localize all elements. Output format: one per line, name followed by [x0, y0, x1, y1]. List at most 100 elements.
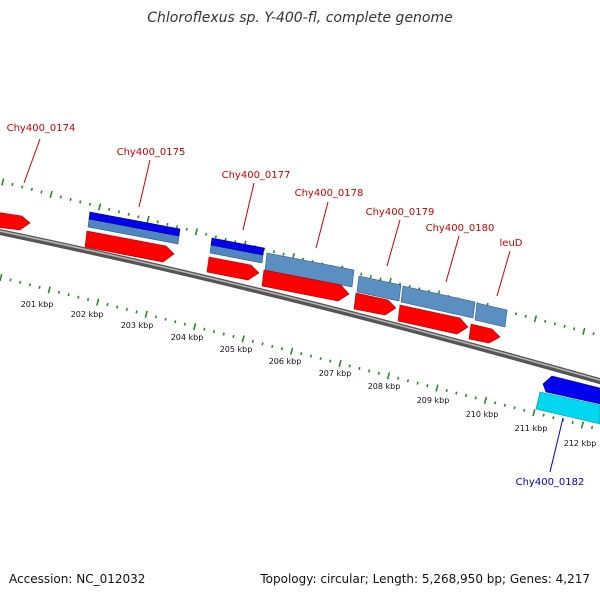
minor-tick — [212, 329, 216, 334]
minor-tick — [222, 332, 225, 336]
minor-tick — [116, 305, 119, 309]
gene-feature — [264, 252, 355, 288]
minor-tick — [40, 190, 43, 194]
kbp-label: 201 kbp — [21, 300, 54, 309]
gene-label-chy400-0182: Chy400_0182 — [516, 477, 585, 488]
minor-tick — [348, 364, 351, 368]
genome-backbone — [0, 229, 600, 385]
minor-tick — [135, 310, 138, 314]
cds-arrow — [206, 256, 260, 281]
kbp-label: 208 kbp — [368, 382, 401, 391]
map-title: Chloroflexus sp. Y-400-fl, complete geno… — [147, 10, 453, 26]
minor-tick — [513, 406, 516, 410]
minor-tick — [590, 425, 594, 430]
major-tick — [532, 409, 536, 417]
cds-arrow — [261, 269, 350, 302]
major-tick — [386, 372, 391, 380]
minor-tick — [214, 235, 217, 239]
major-tick — [97, 203, 102, 211]
major-tick — [289, 347, 294, 355]
kbp-label: 205 kbp — [220, 345, 253, 354]
minor-tick — [79, 200, 82, 204]
gene-label-chy400-0174: Chy400_0174 — [7, 123, 76, 134]
major-tick — [241, 335, 245, 343]
accession-text: Accession: NC_012032 — [9, 572, 146, 586]
minor-tick — [67, 293, 70, 297]
gene-label-leud: leuD — [500, 238, 523, 249]
major-tick — [533, 315, 538, 323]
cds-arrow — [84, 230, 175, 263]
minor-tick — [524, 314, 527, 318]
minor-tick — [360, 272, 363, 276]
minor-tick — [309, 354, 313, 358]
minor-tick — [282, 252, 285, 256]
minor-tick — [125, 307, 128, 312]
forward-gene-track — [87, 218, 508, 328]
major-tick — [483, 396, 488, 404]
major-tick — [0, 273, 3, 282]
major-tick — [580, 421, 585, 429]
minor-tick — [300, 352, 303, 356]
minor-tick — [19, 280, 22, 284]
minor-tick — [117, 210, 121, 214]
cds-arrow — [397, 304, 469, 335]
minor-tick — [426, 384, 429, 388]
kbp-label: 211 kbp — [515, 424, 548, 433]
minor-tick — [280, 347, 284, 351]
minor-tick — [397, 376, 400, 380]
major-tick — [194, 228, 199, 236]
minor-tick — [205, 232, 208, 236]
minor-tick — [106, 302, 109, 307]
minor-tick — [154, 315, 157, 319]
gene-label-chy400-0178: Chy400_0178 — [295, 188, 364, 199]
minor-tick — [445, 389, 448, 393]
minor-tick — [88, 202, 92, 206]
minor-tick — [203, 327, 206, 331]
minor-tick — [263, 247, 266, 251]
minor-tick — [127, 212, 130, 216]
cds-feature — [210, 237, 265, 256]
cds-arrow — [468, 323, 501, 344]
minor-tick — [251, 339, 254, 343]
minor-tick — [319, 357, 322, 361]
minor-tick — [232, 334, 235, 339]
cds-feature — [88, 211, 181, 237]
cds-arrow — [353, 292, 397, 316]
minor-tick — [21, 185, 24, 189]
minor-tick — [156, 220, 159, 224]
minor-tick — [329, 359, 332, 363]
minor-tick — [11, 182, 14, 187]
lower-tick-ring — [0, 273, 594, 430]
topology-text: Topology: circular; Length: 5,268,950 bp… — [260, 572, 590, 586]
cds-feature — [542, 375, 600, 405]
kbp-label: 210 kbp — [466, 410, 499, 419]
minor-tick — [164, 317, 167, 321]
minor-tick — [494, 401, 497, 405]
minor-tick — [377, 371, 380, 375]
minor-tick — [514, 312, 518, 316]
cds-arrow — [0, 212, 31, 231]
minor-tick — [9, 278, 12, 282]
minor-tick — [261, 342, 264, 346]
gene-label-chy400-0175: Chy400_0175 — [117, 147, 186, 158]
minor-tick — [28, 283, 31, 287]
gene-feature — [356, 275, 402, 302]
minor-tick — [272, 250, 276, 254]
minor-tick — [553, 322, 556, 326]
major-tick — [47, 286, 51, 294]
forward-cds-track — [0, 212, 501, 344]
minor-tick — [573, 327, 576, 331]
kbp-label: 203 kbp — [121, 321, 154, 330]
minor-tick — [563, 324, 566, 328]
major-tick — [146, 215, 150, 223]
label-leaders — [23, 138, 564, 473]
minor-tick — [271, 344, 274, 348]
minor-tick — [544, 319, 547, 323]
gene-label-chy400-0177: Chy400_0177 — [222, 170, 291, 181]
gene-feature — [400, 285, 476, 319]
minor-tick — [224, 237, 227, 241]
major-tick — [1, 178, 5, 186]
minor-tick — [30, 187, 33, 192]
minor-tick — [185, 227, 188, 231]
minor-tick — [455, 391, 458, 395]
